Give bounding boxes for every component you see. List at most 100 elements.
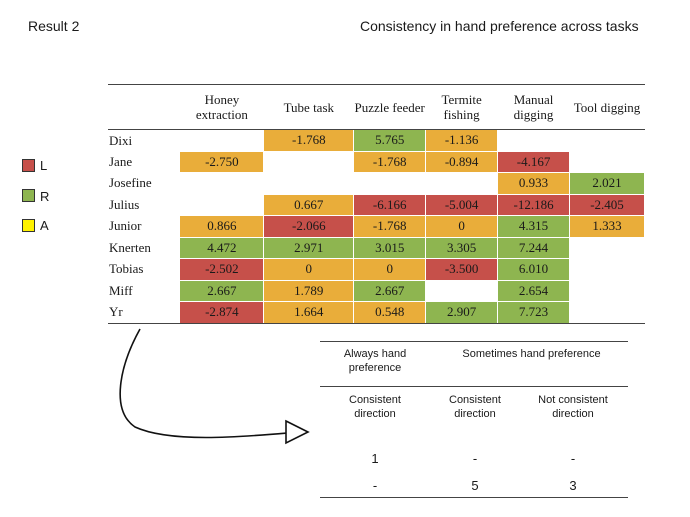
summary-bottom-rule — [320, 497, 628, 498]
legend-label-r: R — [40, 189, 50, 204]
table-cell: 0 — [425, 215, 499, 238]
table-cell: 1.664 — [263, 301, 355, 324]
row-subject-name: Tobias — [109, 261, 144, 277]
table-row: Yr -2.874 1.664 0.548 2.907 7.723 — [108, 301, 645, 324]
table-row: Junior 0.866 -2.066 -1.768 0 4.315 1.333 — [108, 215, 645, 238]
table-cell: 2.021 — [569, 172, 645, 195]
column-header-name — [108, 84, 180, 130]
table-cell: 7.244 — [497, 236, 571, 259]
table-cell: 0.866 — [179, 215, 265, 238]
table-cell — [179, 172, 265, 195]
subheader-consistent-direction-2: Consistent direction — [449, 394, 501, 420]
table-cell: -2.405 — [569, 193, 645, 216]
table-cell — [353, 172, 427, 195]
summary-row1-always: 1 — [371, 451, 379, 466]
table-cell: -2.066 — [263, 215, 355, 238]
legend-item-r — [22, 189, 35, 202]
table-cell — [179, 129, 265, 152]
table-cell — [569, 301, 645, 324]
table-cell: -2.502 — [179, 258, 265, 281]
summary-top-rule — [320, 341, 628, 342]
table-row: Tobias -2.502 0 0 -3.500 6.010 — [108, 258, 645, 281]
legend-swatch-a — [22, 219, 35, 232]
table-cell — [263, 150, 355, 173]
table-cell: 6.010 — [497, 258, 571, 281]
table-cell: 3.305 — [425, 236, 499, 259]
summary-row2-consistent: 5 — [471, 478, 479, 493]
table-cell — [569, 129, 645, 152]
legend-swatch-r — [22, 189, 35, 202]
table-cell: 0.548 — [353, 301, 427, 324]
column-header-honey-extraction: Honey extraction — [179, 84, 264, 130]
summary-row1-consistent: - — [472, 451, 478, 466]
legend-item-l — [22, 159, 35, 172]
row-subject-name: Julius — [109, 196, 140, 212]
table-cell: 4.315 — [497, 215, 571, 238]
table-cell: -3.500 — [425, 258, 499, 281]
table-cell: 0 — [263, 258, 355, 281]
table-cell — [569, 150, 645, 173]
row-subject-name: Knerten — [109, 239, 151, 255]
table-cell: -1.136 — [425, 129, 499, 152]
table-header-row: Honey extraction Tube task Puzzle feeder… — [108, 84, 645, 130]
header-sometimes-hand-preference: Sometimes hand preference — [462, 348, 601, 360]
table-cell: 2.654 — [497, 279, 571, 302]
legend-item-a — [22, 219, 35, 232]
legend-label-a: A — [40, 218, 49, 233]
table-cell: 4.472 — [179, 236, 265, 259]
table-cell — [497, 129, 571, 152]
table-cell: 1.789 — [263, 279, 355, 302]
column-header-termite-fishing: Termite fishing — [425, 84, 498, 130]
table-cell: -1.768 — [353, 150, 427, 173]
table-cell: 0.933 — [497, 172, 571, 195]
table-row: Jane -2.750 -1.768 -0.894 -4.167 — [108, 150, 645, 173]
table-body: Dixi -1.768 5.765 -1.136 Jane -2.750 -1.768 -0.… — [108, 129, 645, 324]
table-cell: 2.971 — [263, 236, 355, 259]
column-header-tool-digging: Tool digging — [569, 84, 645, 130]
summary-row2-not-consistent: 3 — [569, 478, 577, 493]
table-cell — [569, 279, 645, 302]
table-cell — [425, 279, 499, 302]
row-subject-name: Jane — [109, 153, 133, 169]
result-title: Result 2 — [28, 18, 80, 34]
table-cell: -1.768 — [263, 129, 355, 152]
table-cell — [263, 172, 355, 195]
table-row: Dixi -1.768 5.765 -1.136 — [108, 129, 645, 152]
subheader-consistent-direction-1: Consistent direction — [349, 394, 401, 420]
summary-row2-always: - — [372, 478, 378, 493]
row-subject-name: Dixi — [109, 132, 133, 148]
table-cell: -6.166 — [353, 193, 427, 216]
table-cell: 2.667 — [179, 279, 265, 302]
table-cell: 0.667 — [263, 193, 355, 216]
page-title: Consistency in hand preference across ta… — [360, 18, 639, 34]
table-cell: -2.750 — [179, 150, 265, 173]
row-subject-name: Josefine — [109, 175, 152, 191]
table-cell: 0 — [353, 258, 427, 281]
table-cell: -1.768 — [353, 215, 427, 238]
table-cell — [179, 193, 265, 216]
column-header-puzzle-feeder: Puzzle feeder — [353, 84, 426, 130]
table-cell — [425, 172, 499, 195]
legend-label-l: L — [40, 158, 48, 173]
table-cell: 3.015 — [353, 236, 427, 259]
table-row: Miff 2.667 1.789 2.667 2.654 — [108, 279, 645, 302]
curved-arrow-icon — [119, 328, 310, 445]
table-row: Josefine 0.933 2.021 — [108, 172, 645, 195]
summary-row1-not-consistent: - — [570, 451, 576, 466]
hand-preference-table: Honey extraction Tube task Puzzle feeder… — [108, 84, 645, 324]
row-subject-name: Yr — [108, 301, 180, 324]
table-cell: 7.723 — [497, 301, 571, 324]
table-cell: -12.186 — [497, 193, 571, 216]
table-row: Knerten 4.472 2.971 3.015 3.305 7.244 — [108, 236, 645, 259]
row-subject-name: Junior — [109, 218, 142, 234]
table-cell: 1.333 — [569, 215, 645, 238]
table-cell: -5.004 — [425, 193, 499, 216]
column-header-manual-digging: Manual digging — [497, 84, 570, 130]
table-cell: -0.894 — [425, 150, 499, 173]
row-subject-name: Miff — [109, 282, 133, 298]
summary-mid-rule — [320, 386, 628, 387]
table-cell — [569, 236, 645, 259]
table-cell — [569, 258, 645, 281]
table-cell: -4.167 — [497, 150, 571, 173]
table-row: Julius 0.667 -6.166 -5.004 -12.186 -2.405 — [108, 193, 645, 216]
